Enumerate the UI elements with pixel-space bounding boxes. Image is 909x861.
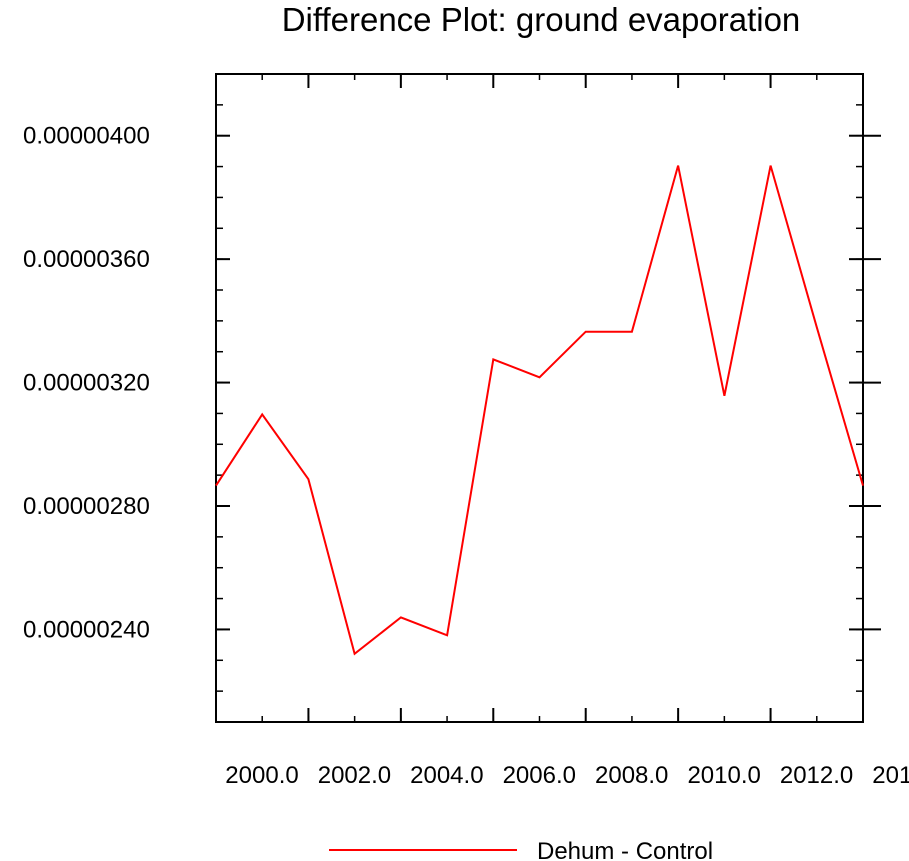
y-tick-label: 0.00000280	[23, 493, 150, 520]
x-tick-label: 2012.0	[780, 762, 853, 789]
x-tick-label: 2010.0	[687, 762, 760, 789]
plot-frame	[215, 73, 864, 723]
legend: Dehum - Control	[329, 838, 713, 861]
x-tick-label: 2014.0	[872, 762, 909, 789]
y-tick-label: 0.00000360	[23, 246, 150, 273]
x-axis: 2000.0 2002.0 2004.0 2006.0 2008.0 2010.0 2012…	[215, 74, 909, 789]
y-tick-label: 0.00000240	[23, 616, 150, 643]
series-layer	[215, 165, 864, 656]
chart-title: Difference Plot: ground evaporation	[281, 1, 801, 38]
y-tick-label: 0.00000320	[23, 370, 150, 397]
y-tick-label: 0.00000400	[23, 123, 150, 150]
x-tick-label: 2002.0	[318, 762, 391, 789]
y-axis: 0.00000240 0.00000280 0.00000320 0.00000360…	[23, 73, 881, 723]
series-line	[215, 165, 864, 656]
x-tick-label: 2008.0	[595, 762, 668, 789]
x-tick-label: 2000.0	[225, 762, 298, 789]
legend-label: Dehum - Control	[537, 838, 713, 861]
x-tick-label: 2006.0	[503, 762, 576, 789]
x-tick-label: 2004.0	[410, 762, 483, 789]
plot-border	[215, 73, 864, 723]
